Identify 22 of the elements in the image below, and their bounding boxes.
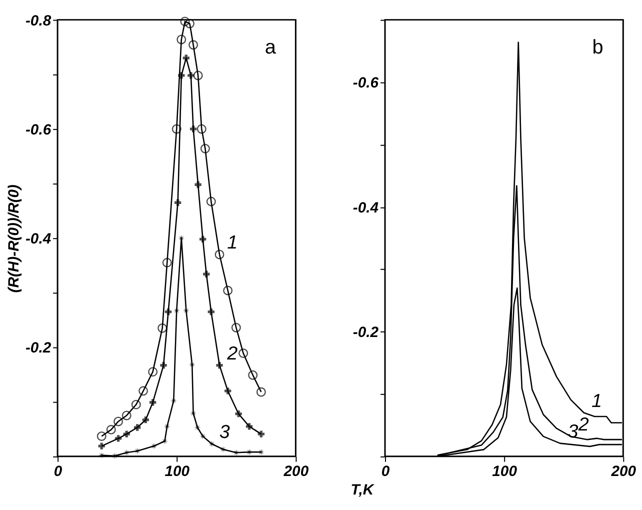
series-label: 2 — [226, 342, 238, 364]
y-tick-label: -0.6 — [352, 76, 380, 92]
y-tick-label: -0.2 — [25, 340, 52, 357]
y-tick-label: -0.4 — [25, 232, 52, 248]
y-tick-label: -0.8 — [25, 13, 52, 30]
annotation: a — [264, 36, 277, 59]
x-tick-label: 100 — [164, 464, 190, 480]
series-label: 3 — [219, 420, 230, 442]
y-axis-title: (R(H)-R(0))/R(0) — [6, 184, 23, 293]
series-label: 1 — [592, 390, 602, 411]
y-tick-label: -0.2 — [352, 325, 380, 342]
series-label: 1 — [227, 232, 238, 253]
x-tick-label: 0 — [381, 464, 390, 480]
x-tick-label: 200 — [282, 464, 310, 480]
x-axis-title: T,K — [350, 482, 375, 499]
x-tick-label: 100 — [492, 464, 518, 480]
x-tick-label: 0 — [54, 464, 63, 480]
series-label: 2 — [577, 414, 590, 434]
x-tick-label: 200 — [610, 464, 637, 480]
annotation: b — [592, 36, 604, 59]
y-tick-label: -0.6 — [25, 122, 52, 138]
y-tick-label: -0.4 — [352, 200, 380, 216]
